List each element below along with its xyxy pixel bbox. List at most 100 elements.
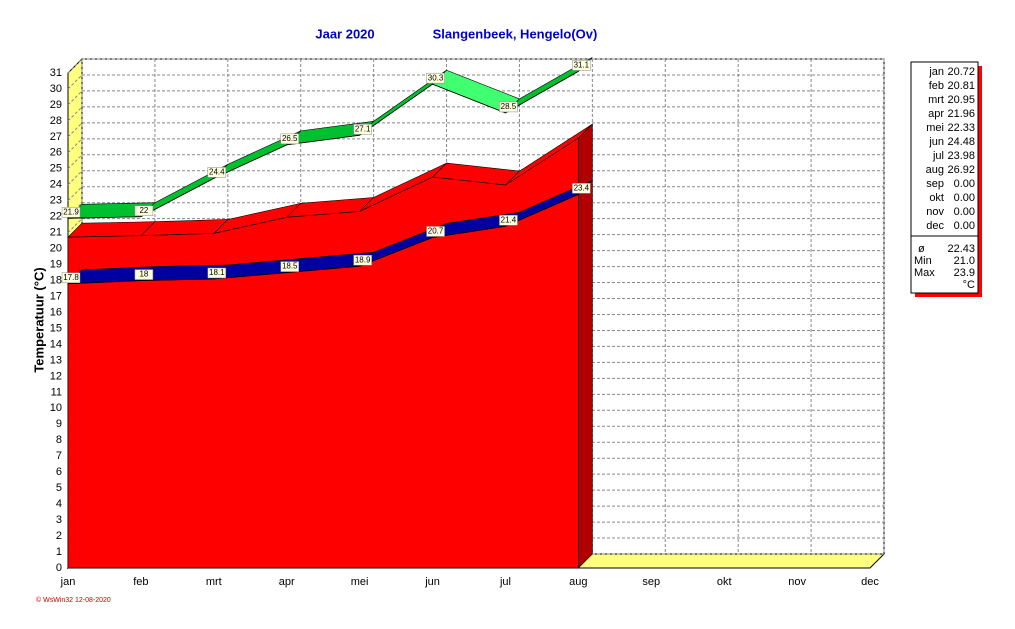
summary-stat-value: 22.43 xyxy=(947,243,975,255)
grid-line xyxy=(67,106,83,122)
summary-value: 0.00 xyxy=(954,206,975,218)
y-tick-label: 31 xyxy=(50,67,62,79)
y-tick-label: 4 xyxy=(56,498,62,510)
data-label-box xyxy=(207,267,227,279)
data-label: 18.9 xyxy=(355,255,371,264)
y-tick-label: 26 xyxy=(50,147,62,159)
chart-subtitle: Slangenbeek, Hengelo(Ov) xyxy=(433,26,598,41)
summary-month: dec xyxy=(926,220,944,232)
data-label-box xyxy=(499,215,518,226)
summary-month: mrt xyxy=(928,94,944,106)
summary-month: nov xyxy=(926,206,944,218)
data-label: 24.4 xyxy=(209,167,225,176)
data-label-box xyxy=(207,167,227,178)
grid-line xyxy=(67,186,83,202)
grid-line xyxy=(67,138,83,154)
y-tick-label: 12 xyxy=(50,370,62,382)
data-label: 27.1 xyxy=(355,124,371,133)
y-tick-label: 3 xyxy=(56,514,62,526)
y-tick-label: 29 xyxy=(50,99,62,111)
y-tick-label: 9 xyxy=(56,418,62,430)
summary-month: feb xyxy=(929,80,944,92)
summary-value: 0.00 xyxy=(954,178,975,190)
y-tick-label: 28 xyxy=(50,115,62,127)
summary-month: jul xyxy=(932,150,944,162)
y-tick-label: 15 xyxy=(50,322,62,334)
data-label: 20.7 xyxy=(428,227,444,236)
grid-line xyxy=(67,74,83,90)
x-tick-label: jan xyxy=(60,576,76,588)
data-label: 18.1 xyxy=(209,268,225,277)
summary-month: mei xyxy=(926,122,944,134)
data-label: 31.1 xyxy=(574,61,590,70)
data-label: 21.9 xyxy=(63,207,79,216)
y-tick-label: 14 xyxy=(50,338,62,350)
summary-value: 26.92 xyxy=(947,164,975,176)
data-label-box xyxy=(353,254,372,266)
summary-unit: °C xyxy=(963,279,975,291)
y-tick-label: 25 xyxy=(50,163,62,175)
summary-box xyxy=(910,61,979,294)
summary-value: 20.95 xyxy=(947,94,975,106)
summary-month: aug xyxy=(926,164,944,176)
y-tick-label: 17 xyxy=(50,290,62,302)
y-tick-label: 27 xyxy=(50,131,62,143)
summary-month: apr xyxy=(928,108,944,120)
data-label-box xyxy=(572,60,591,71)
data-label: 18.5 xyxy=(282,262,298,271)
data-label-box xyxy=(61,272,81,284)
y-tick-label: 23 xyxy=(50,195,62,207)
x-tick-label: jul xyxy=(499,576,511,588)
summary-month: jun xyxy=(928,136,944,148)
chart-title: Jaar 2020 xyxy=(315,26,374,41)
summary-stat-label: Min xyxy=(914,255,932,267)
y-tick-label: 21 xyxy=(50,227,62,239)
y-tick-label: 11 xyxy=(51,386,62,398)
y-tick-label: 1 xyxy=(56,546,62,558)
y-tick-label: 22 xyxy=(50,211,62,223)
x-tick-label: sep xyxy=(642,576,660,588)
footer: © WsWin32 12-08-2020 xyxy=(36,596,111,604)
summary-stat-label: Max xyxy=(914,267,935,279)
grid-line xyxy=(67,58,83,74)
x-tick-label: apr xyxy=(279,576,295,588)
summary-value: 21.96 xyxy=(947,108,975,120)
data-label-box xyxy=(499,101,518,113)
y-tick-label: 24 xyxy=(50,179,62,191)
x-tick-label: jun xyxy=(424,576,440,588)
y-tick-label: 7 xyxy=(56,450,62,462)
grid-line xyxy=(67,122,83,138)
x-tick-label: mrt xyxy=(206,576,222,588)
data-label: 22 xyxy=(139,206,148,215)
y-tick-label: 5 xyxy=(56,482,62,494)
y-tick-label: 13 xyxy=(50,354,62,366)
summary-value: 20.81 xyxy=(947,80,975,92)
grid-line xyxy=(67,90,83,106)
grid-line xyxy=(67,154,83,170)
summary-value: 0.00 xyxy=(954,220,975,232)
y-tick-label: 6 xyxy=(56,466,62,478)
data-label: 28.5 xyxy=(501,102,517,111)
data-label: 17.8 xyxy=(63,273,79,282)
y-tick-label: 2 xyxy=(56,530,62,542)
summary-stat-label: ø xyxy=(918,243,925,255)
y-tick-label: 19 xyxy=(50,259,62,271)
grid-line xyxy=(67,170,83,186)
area xyxy=(67,137,579,569)
data-label-box xyxy=(280,133,299,145)
data-label-box xyxy=(61,207,81,218)
summary-value: 0.00 xyxy=(954,192,975,204)
y-axis-label: Temperatuur (°C) xyxy=(31,267,46,372)
x-tick-label: feb xyxy=(133,576,148,588)
y-tick-label: 10 xyxy=(50,402,62,414)
summary-month: sep xyxy=(926,178,944,190)
x-tick-label: mei xyxy=(351,576,369,588)
summary-value: 20.72 xyxy=(947,66,975,78)
data-label-box xyxy=(572,183,591,194)
x-tick-label: nov xyxy=(788,576,806,588)
y-tick-label: 8 xyxy=(56,434,62,446)
summary-stat-value: 21.0 xyxy=(954,255,975,267)
x-tick-label: okt xyxy=(717,576,732,588)
grid-line xyxy=(67,202,83,218)
